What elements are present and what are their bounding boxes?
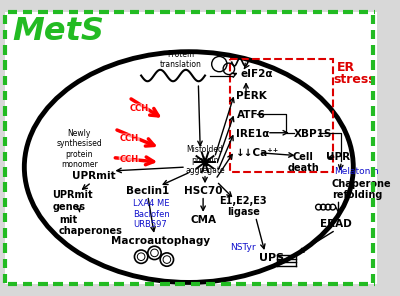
Text: Newly
synthesised
protein
monomer: Newly synthesised protein monomer [56, 129, 102, 169]
Text: CMA: CMA [190, 215, 216, 225]
Text: Protein
translation: Protein translation [160, 50, 202, 69]
Text: E1,E2,E3
ligase: E1,E2,E3 ligase [219, 196, 267, 217]
Text: PERK: PERK [236, 91, 267, 101]
Text: HSC70: HSC70 [184, 186, 222, 196]
Text: UPRmit
genes: UPRmit genes [52, 190, 93, 212]
Text: UPR: UPR [326, 152, 350, 162]
Text: ATF6: ATF6 [236, 110, 265, 120]
Text: Melatonin: Melatonin [334, 167, 378, 176]
Text: Misfolded
protein
aggregate: Misfolded protein aggregate [185, 145, 225, 175]
Text: LXA4 ME
Baclofen
URB597: LXA4 ME Baclofen URB597 [134, 200, 170, 229]
Text: ERAD: ERAD [320, 218, 352, 229]
Text: eIF2α: eIF2α [240, 69, 273, 79]
Text: Cell
death: Cell death [287, 152, 319, 173]
Text: Macroautophagy: Macroautophagy [111, 236, 210, 246]
Text: Beclin1: Beclin1 [126, 186, 170, 196]
Text: Chaperone
refolding: Chaperone refolding [332, 178, 392, 200]
Text: UPS: UPS [259, 253, 284, 263]
Text: mit
chaperones: mit chaperones [59, 215, 123, 236]
Text: ER: ER [336, 61, 355, 74]
Text: XBP1S: XBP1S [294, 129, 332, 139]
Text: UPRmit: UPRmit [72, 171, 115, 181]
Ellipse shape [24, 52, 353, 282]
Text: stress: stress [334, 73, 376, 86]
Text: ↓↓Ca⁺⁺: ↓↓Ca⁺⁺ [236, 148, 280, 158]
Text: NSTyr: NSTyr [230, 243, 256, 252]
Text: CCH: CCH [120, 134, 139, 143]
Text: MetS: MetS [12, 16, 104, 47]
Bar [230, 59, 333, 172]
Text: CCH: CCH [119, 155, 138, 164]
Text: IRE1α: IRE1α [236, 129, 270, 139]
Text: CCH: CCH [129, 104, 148, 113]
